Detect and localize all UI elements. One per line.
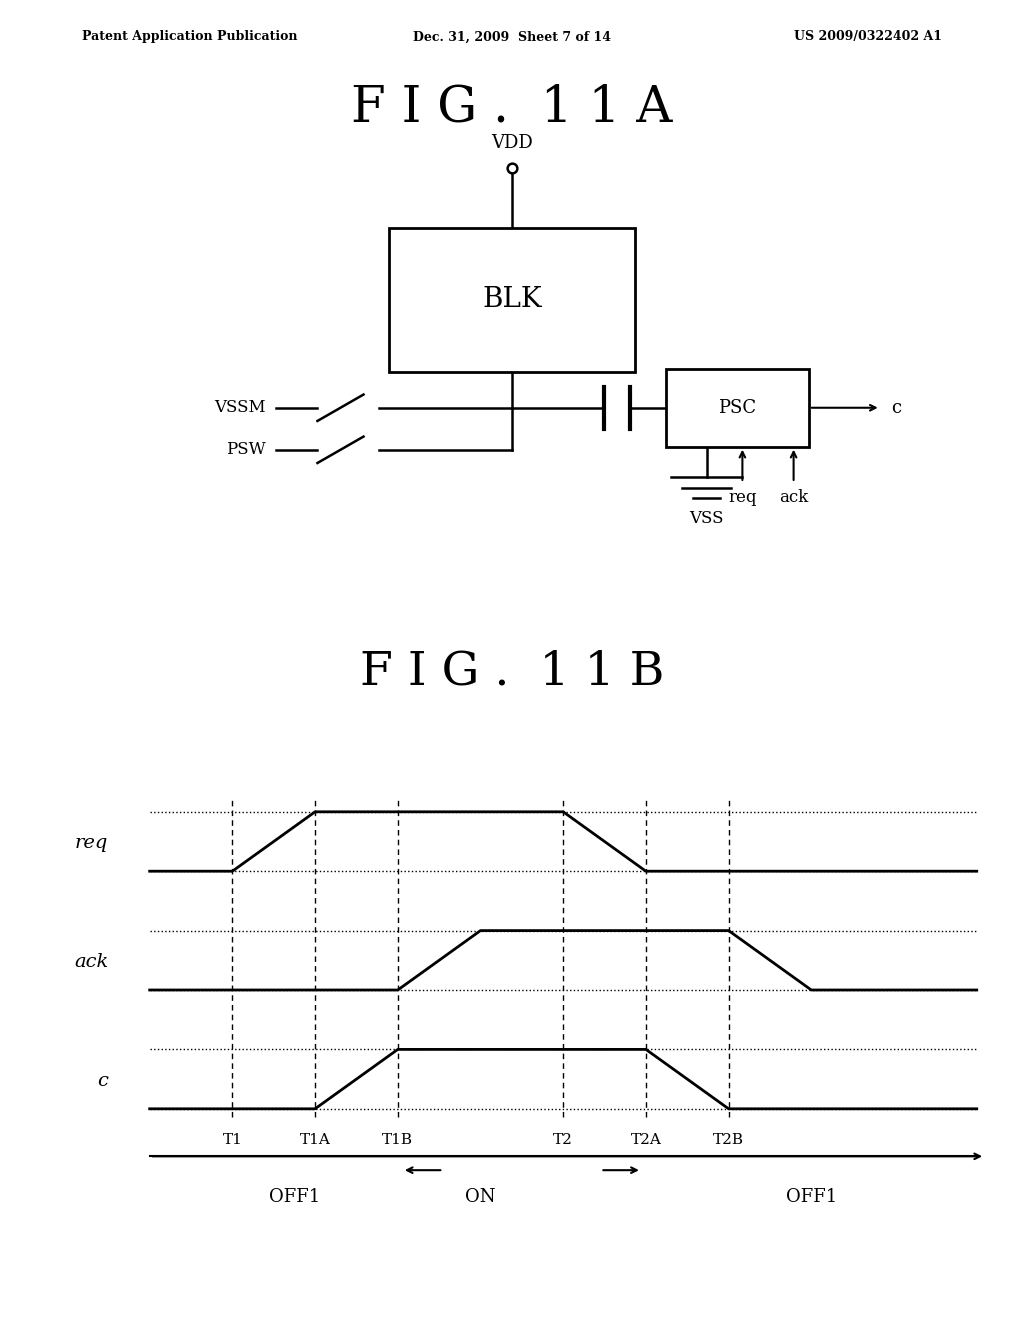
- Text: req: req: [75, 834, 109, 853]
- Text: OFF1: OFF1: [268, 1188, 321, 1206]
- Text: T1: T1: [222, 1133, 243, 1147]
- Text: PSW: PSW: [226, 441, 266, 458]
- Text: OFF1: OFF1: [785, 1188, 837, 1206]
- Bar: [389, 227, 635, 372]
- Text: T1A: T1A: [300, 1133, 331, 1147]
- Bar: [666, 368, 809, 446]
- Text: VSSM: VSSM: [215, 399, 266, 416]
- Text: c: c: [97, 1072, 109, 1090]
- Text: BLK: BLK: [482, 286, 542, 313]
- Text: c: c: [891, 399, 901, 417]
- Text: US 2009/0322402 A1: US 2009/0322402 A1: [794, 30, 942, 44]
- Text: PSC: PSC: [718, 399, 757, 417]
- Text: ack: ack: [74, 953, 109, 972]
- Text: F I G .  1 1 A: F I G . 1 1 A: [351, 83, 673, 133]
- Text: VSS: VSS: [689, 510, 724, 527]
- Text: T1B: T1B: [382, 1133, 414, 1147]
- Text: Patent Application Publication: Patent Application Publication: [82, 30, 297, 44]
- Text: T2A: T2A: [631, 1133, 662, 1147]
- Text: F I G .  1 1 B: F I G . 1 1 B: [359, 649, 665, 694]
- Text: ON: ON: [465, 1188, 496, 1206]
- Text: ack: ack: [779, 488, 808, 506]
- Text: T2B: T2B: [713, 1133, 744, 1147]
- Text: req: req: [728, 488, 757, 506]
- Text: Dec. 31, 2009  Sheet 7 of 14: Dec. 31, 2009 Sheet 7 of 14: [413, 30, 611, 44]
- Text: T2: T2: [553, 1133, 573, 1147]
- Text: VDD: VDD: [492, 135, 532, 153]
